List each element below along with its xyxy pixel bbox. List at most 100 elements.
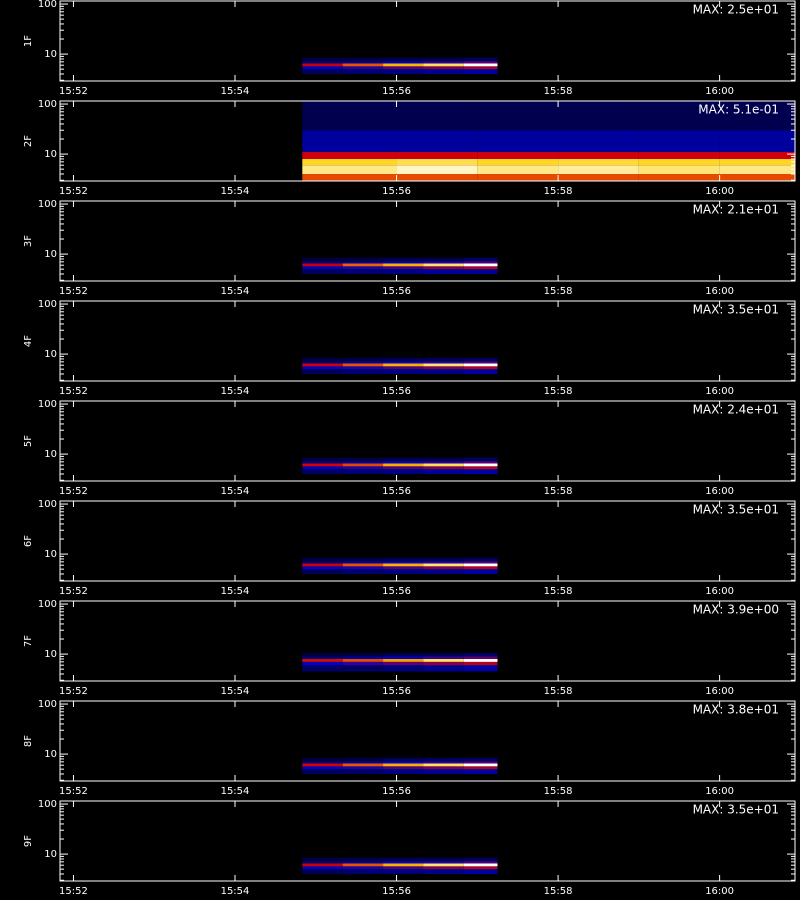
- heatmap-cell: [302, 466, 343, 470]
- heatmap-cell: [423, 369, 464, 375]
- heatmap-cell: [423, 263, 464, 267]
- heatmap-cell: [423, 466, 464, 470]
- heatmap-cell: [463, 757, 498, 762]
- x-tick-label: 15:54: [221, 586, 250, 597]
- x-tick-label: 16:00: [705, 886, 734, 897]
- heatmap-cell: [638, 152, 720, 159]
- heatmap-cell: [638, 165, 720, 175]
- heatmap-cell: [302, 57, 343, 62]
- heatmap-cell: [383, 469, 424, 475]
- heatmap-cell: [302, 369, 343, 375]
- heatmap-cell: [423, 569, 464, 575]
- heatmap-cell: [638, 158, 720, 166]
- heatmap-cell: [342, 653, 384, 657]
- heatmap-cell: [463, 257, 498, 262]
- heatmap-cell: [342, 566, 384, 570]
- heatmap-cell: [383, 566, 424, 570]
- heatmap-cell: [423, 257, 464, 262]
- heatmap-cell: [342, 658, 384, 662]
- max-annotation: MAX: 2.5e+01: [693, 3, 779, 17]
- heatmap-cell: [342, 557, 384, 562]
- heatmap-cell: [302, 863, 343, 867]
- x-tick-label: 16:00: [705, 386, 734, 397]
- x-tick-label: 15:52: [59, 786, 88, 797]
- heatmap-cell: [342, 266, 384, 270]
- heatmap-cell: [463, 763, 498, 767]
- heatmap-cell: [302, 761, 343, 764]
- heatmap-cell: [342, 766, 384, 770]
- heatmap-cell: [558, 101, 639, 131]
- heatmap-cell: [423, 658, 464, 662]
- x-tick-label: 15:58: [544, 586, 573, 597]
- x-tick-label: 15:54: [221, 886, 250, 897]
- y-tick-label: 10: [44, 549, 57, 560]
- heatmap-cell: [342, 363, 384, 367]
- y-axis-label: 8F: [23, 735, 34, 747]
- x-tick-label: 15:52: [59, 886, 88, 897]
- heatmap-cell: [423, 269, 464, 275]
- x-tick-label: 15:58: [544, 886, 573, 897]
- heatmap-cell: [396, 130, 478, 153]
- plot-frame: [59, 600, 796, 682]
- heatmap-cell: [383, 66, 424, 70]
- y-tick-label: 10: [44, 249, 57, 260]
- y-axis-label: 7F: [23, 635, 34, 647]
- heatmap-cell: [342, 269, 384, 275]
- heatmap-cell: [423, 861, 464, 864]
- heatmap-cell: [383, 763, 424, 767]
- heatmap-cell: [423, 653, 464, 657]
- heatmap-cell: [463, 266, 498, 270]
- x-tick-label: 15:54: [221, 386, 250, 397]
- heatmap-cell: [423, 63, 464, 67]
- heatmap-cell: [477, 158, 559, 166]
- x-tick-label: 16:00: [705, 686, 734, 697]
- heatmap-cell: [463, 457, 498, 462]
- heatmap-cell: [383, 363, 424, 367]
- max-annotation: MAX: 3.8e+01: [693, 703, 779, 717]
- x-tick-label: 15:56: [382, 286, 411, 297]
- heatmap-cell: [383, 361, 424, 364]
- heatmap-cell: [383, 866, 424, 870]
- x-tick-label: 15:52: [59, 386, 88, 397]
- heatmap-cell: [302, 361, 343, 364]
- heatmap-cell: [383, 369, 424, 375]
- heatmap-cell: [302, 174, 397, 181]
- y-axis-label: 6F: [23, 535, 34, 547]
- x-tick-label: 16:00: [705, 286, 734, 297]
- heatmap-cell: [383, 269, 424, 275]
- x-tick-label: 15:54: [221, 686, 250, 697]
- y-axis-label: 1F: [23, 35, 34, 47]
- heatmap-cell: [302, 569, 343, 575]
- max-annotation: MAX: 3.5e+01: [693, 503, 779, 517]
- x-tick-label: 15:54: [221, 286, 250, 297]
- heatmap-cell: [302, 130, 397, 153]
- x-tick-label: 16:00: [705, 486, 734, 497]
- x-tick-label: 15:58: [544, 786, 573, 797]
- heatmap-cell: [342, 63, 384, 67]
- heatmap-cell: [342, 769, 384, 775]
- heatmap-cell: [342, 461, 384, 464]
- heatmap-cell: [423, 766, 464, 770]
- x-tick-label: 15:56: [382, 386, 411, 397]
- x-tick-label: 15:52: [59, 586, 88, 597]
- heatmap-cell: [302, 769, 343, 775]
- heatmap-cell: [302, 469, 343, 475]
- heatmap-cell: [302, 165, 397, 175]
- heatmap-cell: [302, 366, 343, 370]
- heatmap-cell: [463, 569, 498, 575]
- x-tick-label: 15:54: [221, 186, 250, 197]
- heatmap-cell: [423, 561, 464, 564]
- max-annotation: MAX: 3.5e+01: [693, 303, 779, 317]
- y-tick-label: 10: [44, 849, 57, 860]
- heatmap-cell: [477, 130, 559, 153]
- heatmap-cell: [383, 869, 424, 875]
- heatmap-cell: [423, 761, 464, 764]
- heatmap-cell: [302, 857, 343, 862]
- heatmap-cell: [302, 658, 343, 662]
- y-tick-label: 100: [38, 499, 57, 510]
- heatmap-cell: [342, 369, 384, 375]
- heatmap-cell: [383, 263, 424, 267]
- heatmap-cell: [383, 661, 424, 666]
- heatmap-cell: [383, 61, 424, 64]
